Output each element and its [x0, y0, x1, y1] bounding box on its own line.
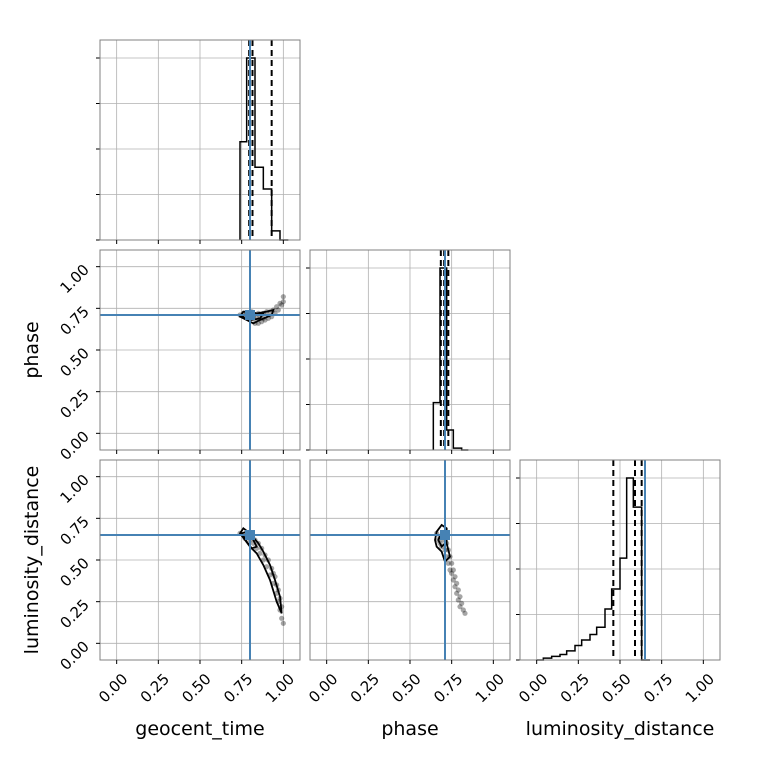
x-tick-label: 0.25: [137, 670, 173, 706]
sample-point: [457, 594, 463, 600]
sample-point: [454, 590, 460, 596]
histogram-panel-geocent_time: [96, 39, 301, 244]
sample-point: [450, 567, 456, 573]
sample-point: [280, 299, 286, 305]
sample-point: [447, 567, 453, 573]
y-tick-label: 0.50: [56, 344, 92, 380]
y-axis-label-luminosity_distance: luminosity_distance: [21, 466, 43, 655]
histogram-step: [536, 477, 650, 661]
y-tick-label: 0.25: [56, 596, 92, 632]
x-axis-label-luminosity_distance: luminosity_distance: [526, 718, 715, 740]
sample-point: [454, 580, 460, 586]
sample-point: [452, 584, 458, 590]
histogram-step: [239, 57, 289, 241]
y-tick-label: 0.50: [56, 554, 92, 590]
sample-point: [257, 550, 263, 556]
histogram-step: [432, 267, 469, 451]
x-tick-label: 0.00: [515, 670, 551, 706]
x-tick-label: 0.25: [347, 670, 383, 706]
sample-point: [460, 607, 466, 613]
truth-marker: [245, 310, 255, 320]
x-tick-label: 0.75: [640, 670, 676, 706]
x-tick-label: 0.75: [220, 670, 256, 706]
sample-point: [455, 587, 461, 593]
sample-point: [279, 302, 285, 308]
scatter-panel-phase-vs-luminosity_distance: [309, 459, 511, 664]
sample-point: [455, 597, 461, 603]
x-tick-label: 1.00: [682, 670, 718, 706]
sample-point: [450, 577, 456, 583]
x-tick-label: 1.00: [262, 670, 298, 706]
histogram-panel-luminosity_distance: [516, 459, 721, 664]
sample-point: [274, 304, 280, 310]
sample-point: [445, 560, 451, 566]
scatter-panel-geocent_time-vs-phase: [96, 249, 301, 454]
sample-point: [279, 615, 285, 621]
truth-marker: [245, 530, 255, 540]
sample-point: [277, 300, 283, 306]
y-tick-label: 0.00: [56, 637, 92, 673]
y-tick-label: 0.00: [56, 427, 92, 463]
sample-point: [459, 600, 465, 606]
y-tick-label: 1.00: [56, 261, 92, 297]
x-tick-label: 0.50: [178, 670, 214, 706]
sample-point: [457, 604, 463, 610]
x-tick-label: 0.00: [305, 670, 341, 706]
x-tick-label: 0.50: [598, 670, 634, 706]
scatter-panel-geocent_time-vs-luminosity_distance: [96, 459, 301, 664]
y-axis-label-phase: phase: [21, 321, 43, 378]
sample-point: [449, 560, 455, 566]
x-tick-label: 0.50: [388, 670, 424, 706]
x-tick-label: 0.00: [95, 670, 131, 706]
truth-marker: [440, 530, 450, 540]
y-tick-label: 0.25: [56, 386, 92, 422]
sample-point: [280, 294, 286, 300]
y-tick-label: 1.00: [56, 471, 92, 507]
density-contour: [434, 523, 451, 564]
sample-point: [449, 570, 455, 576]
histogram-panel-phase: [306, 249, 511, 454]
x-axis-label-phase: phase: [381, 718, 438, 740]
x-tick-label: 0.75: [430, 670, 466, 706]
y-tick-label: 0.75: [56, 512, 92, 548]
sample-point: [275, 307, 281, 313]
x-tick-label: 1.00: [472, 670, 508, 706]
sample-point: [462, 610, 468, 616]
x-axis-label-geocent_time: geocent_time: [135, 718, 264, 740]
sample-point: [452, 574, 458, 580]
y-tick-label: 0.75: [56, 302, 92, 338]
sample-point: [280, 620, 286, 626]
x-tick-label: 0.25: [557, 670, 593, 706]
